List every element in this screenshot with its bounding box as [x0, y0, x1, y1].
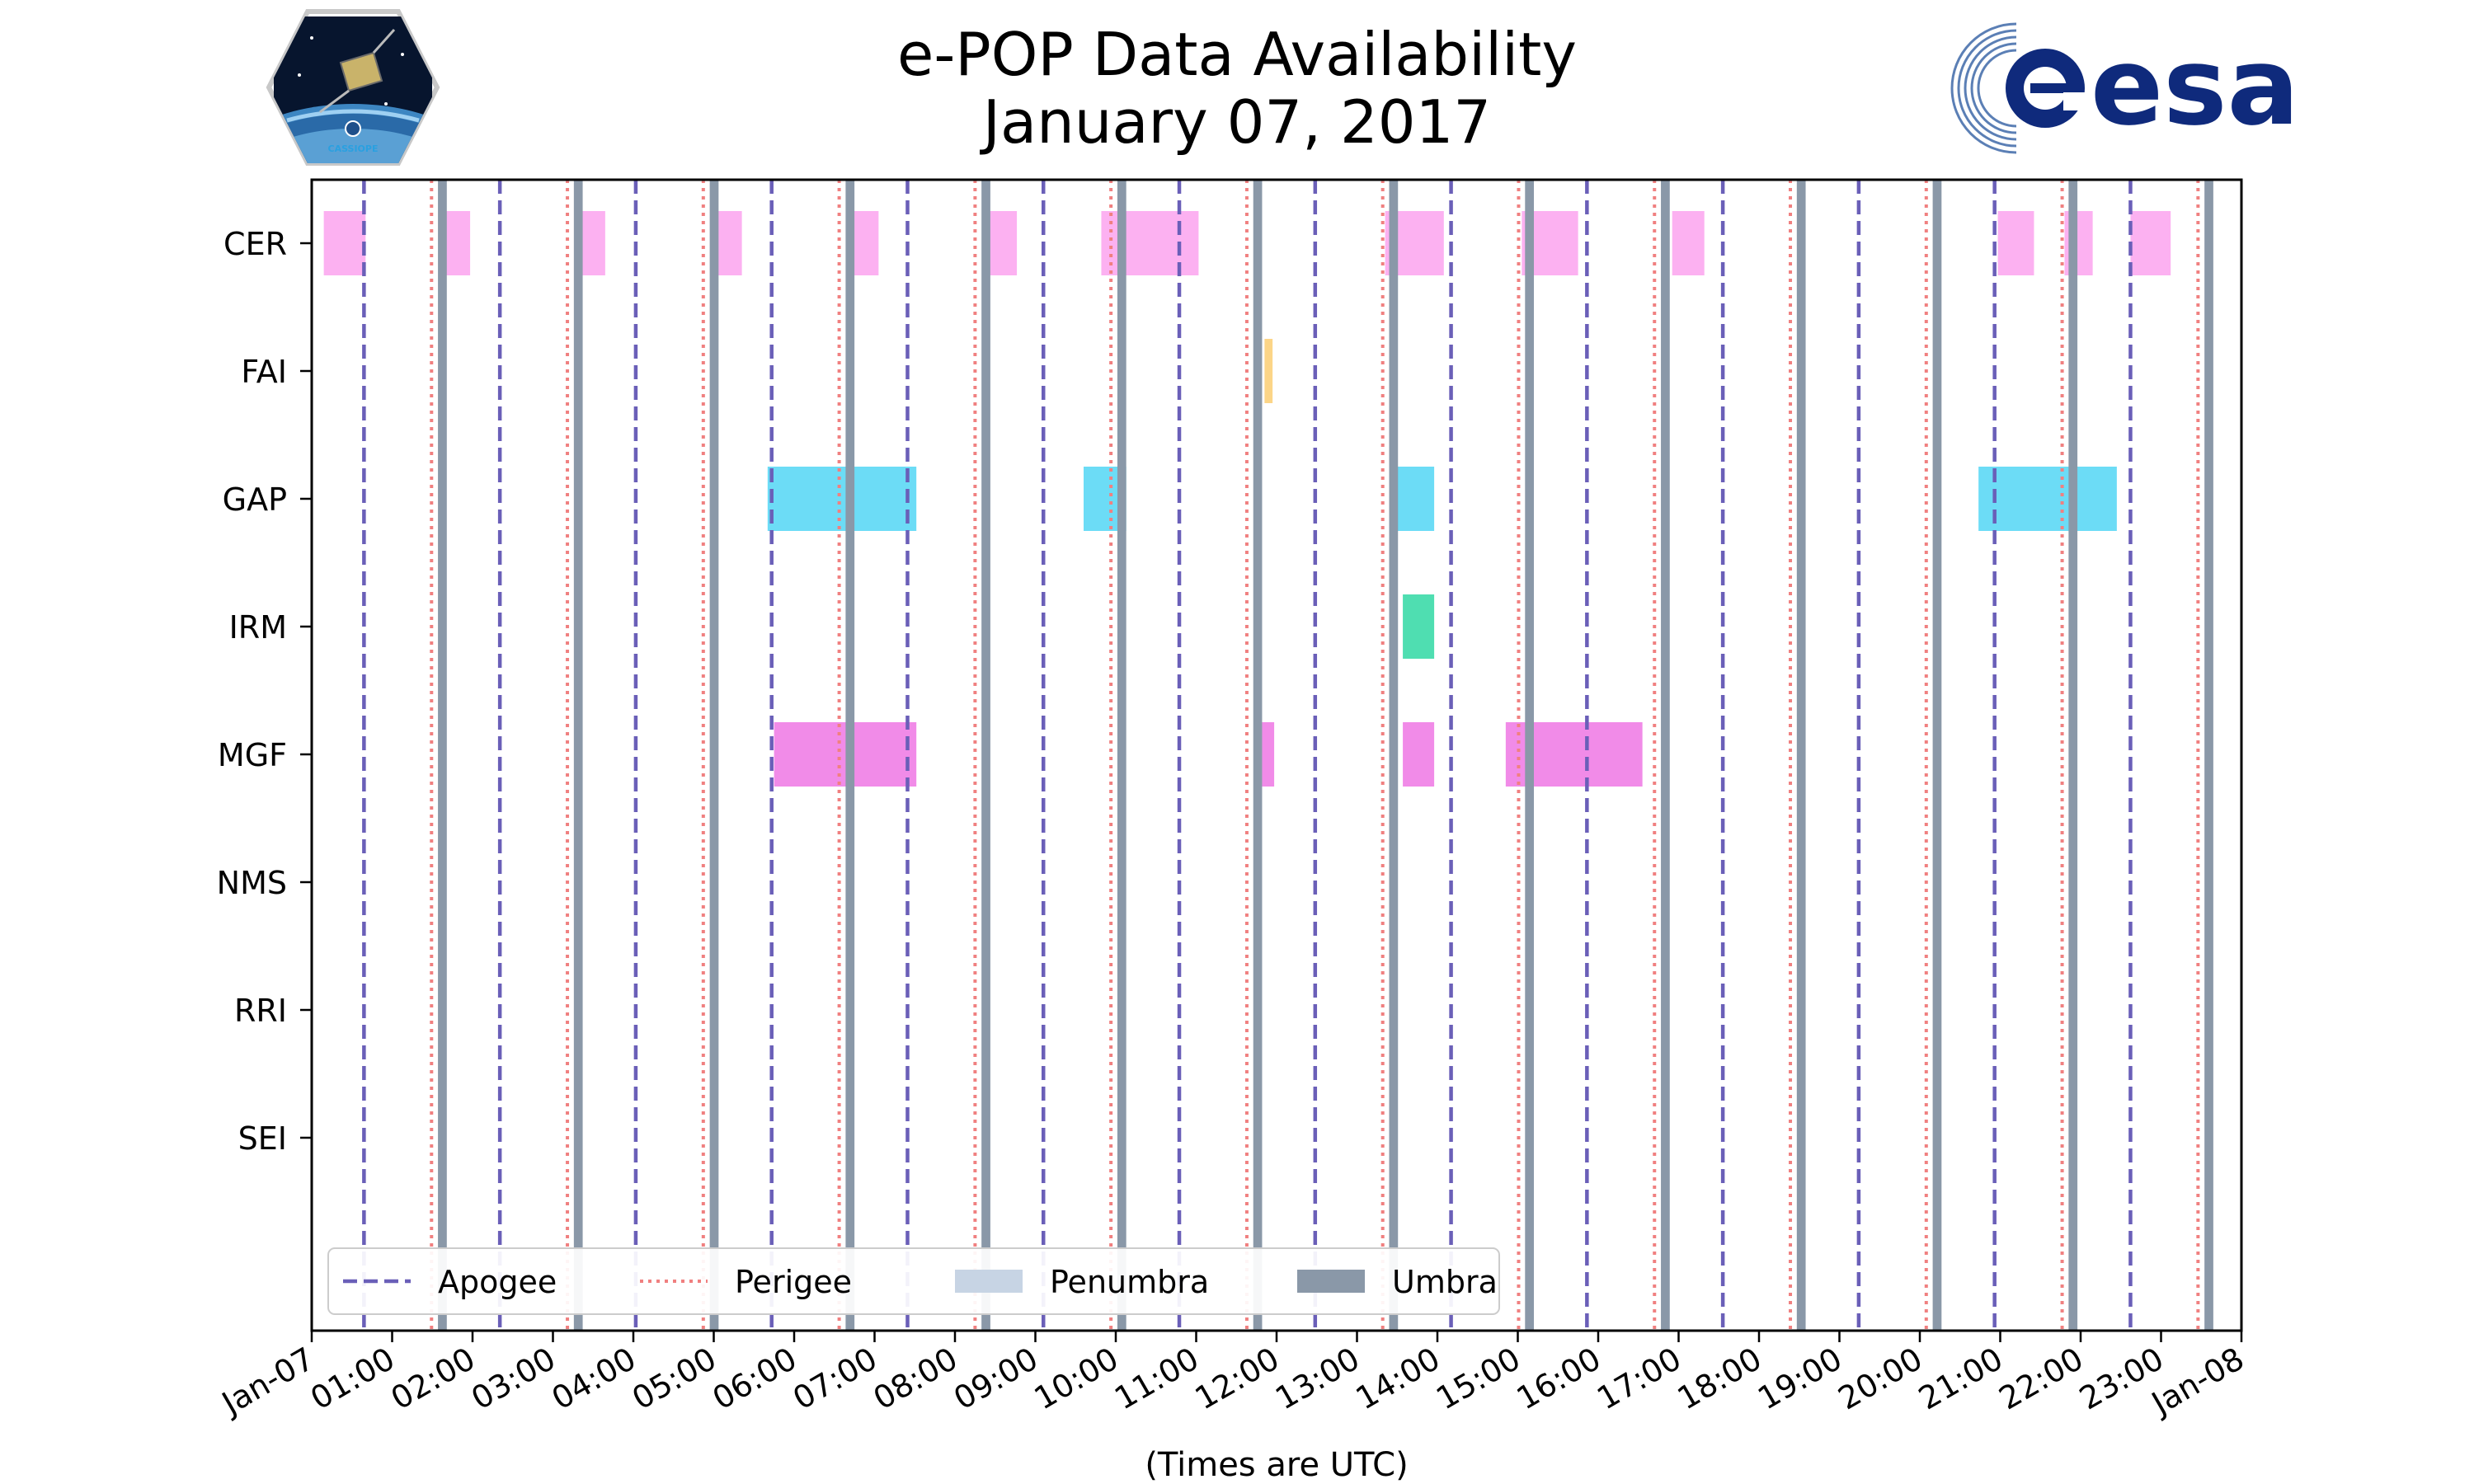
legend-label-apogee: Apogee	[438, 1264, 557, 1300]
y-tick-label-irm: IRM	[229, 609, 287, 646]
chart-title: e-POP Data Availability	[897, 20, 1577, 89]
data-bar-cer	[442, 211, 471, 275]
y-tick-label-nms: NMS	[217, 865, 287, 901]
x-tick-label: Jan-08	[2144, 1341, 2250, 1422]
plot-frame	[310, 178, 2243, 1332]
cassiope-logo: CASSIOPE	[266, 9, 440, 166]
umbra-band	[709, 180, 719, 1331]
y-tick-label-gap: GAP	[223, 481, 287, 518]
x-tick-label: 14:00	[1350, 1341, 1446, 1417]
x-tick-label: 07:00	[787, 1341, 883, 1417]
y-tick-label-sei: SEI	[238, 1120, 287, 1157]
legend-swatch-penumbra	[955, 1270, 1023, 1293]
umbra-band	[1525, 180, 1534, 1331]
x-tick-label: 09:00	[948, 1341, 1044, 1417]
x-tick-label: 03:00	[465, 1341, 562, 1417]
umbra-band	[845, 180, 855, 1331]
legend-box	[327, 1247, 1500, 1315]
umbra-band	[2204, 180, 2213, 1331]
data-bar-mgf	[774, 722, 917, 787]
data-bar-cer	[988, 211, 1018, 275]
umbra-band	[1117, 180, 1126, 1331]
legend-label-perigee: Perigee	[735, 1264, 852, 1300]
x-tick-label: 13:00	[1269, 1341, 1366, 1417]
x-tick-label: 15:00	[1430, 1341, 1526, 1417]
data-bar-cer	[852, 211, 879, 275]
x-tick-label: 19:00	[1752, 1341, 1848, 1417]
x-tick-label: 22:00	[1993, 1341, 2090, 1417]
umbra-band	[1932, 180, 1942, 1331]
x-tick-label: 17:00	[1591, 1341, 1687, 1417]
x-tick-label: 16:00	[1511, 1341, 1607, 1417]
data-bar-cer	[715, 211, 742, 275]
chart-subtitle: January 07, 2017	[982, 87, 1492, 157]
data-bar-cer	[1672, 211, 1705, 275]
umbra-band	[2068, 180, 2078, 1331]
x-axis-label: (Times are UTC)	[1145, 1446, 1408, 1484]
y-tick-label-fai: FAI	[241, 354, 287, 390]
data-bar-gap	[1978, 467, 2117, 531]
umbra-band	[1389, 180, 1399, 1331]
legend-label-umbra: Umbra	[1392, 1264, 1498, 1300]
x-tick-label: 12:00	[1189, 1341, 1286, 1417]
umbra-band	[573, 180, 583, 1331]
esa-logo: esa	[1950, 18, 2299, 158]
x-tick-label: Jan-07	[214, 1341, 320, 1422]
x-tick-label: 10:00	[1028, 1341, 1125, 1417]
x-tick-label: 06:00	[707, 1341, 803, 1417]
x-tick-label: 04:00	[546, 1341, 642, 1417]
legend-swatch-umbra	[1297, 1270, 1365, 1293]
umbra-band	[981, 180, 990, 1331]
y-tick-label-rri: RRI	[234, 993, 287, 1029]
x-tick-label: 02:00	[385, 1341, 482, 1417]
esa-logo-text: esa	[2091, 24, 2299, 149]
umbra-band	[438, 180, 447, 1331]
y-tick-label-cer: CER	[223, 226, 287, 262]
data-bar-cer	[1101, 211, 1199, 275]
legend-label-penumbra: Penumbra	[1050, 1264, 1209, 1300]
x-tick-label: 20:00	[1832, 1341, 1929, 1417]
data-bar-mgf	[1262, 722, 1275, 787]
x-tick-label: 21:00	[1912, 1341, 2009, 1417]
x-tick-label: 08:00	[868, 1341, 964, 1417]
data-bar-cer	[1997, 211, 2034, 275]
data-bar-cer	[2130, 211, 2171, 275]
x-tick-label: 11:00	[1108, 1341, 1205, 1417]
x-tick-label: 01:00	[304, 1341, 401, 1417]
legend: Apogee Perigee Penumbra Umbra	[327, 1247, 1500, 1315]
data-bar-irm	[1403, 594, 1435, 659]
data-bar-cer	[579, 211, 605, 275]
umbra-band	[1796, 180, 1806, 1331]
data-bar-gap	[767, 467, 917, 531]
umbra-band	[1661, 180, 1670, 1331]
x-tick-label: 05:00	[626, 1341, 722, 1417]
cassiope-logo-text: CASSIOPE	[328, 143, 379, 154]
y-tick-label-mgf: MGF	[218, 737, 287, 773]
data-bar-fai	[1264, 339, 1273, 403]
data-bar-cer	[323, 211, 366, 275]
data-bar-mgf	[1403, 722, 1435, 787]
umbra-band	[1253, 180, 1263, 1331]
x-tick-label: 18:00	[1672, 1341, 1768, 1417]
